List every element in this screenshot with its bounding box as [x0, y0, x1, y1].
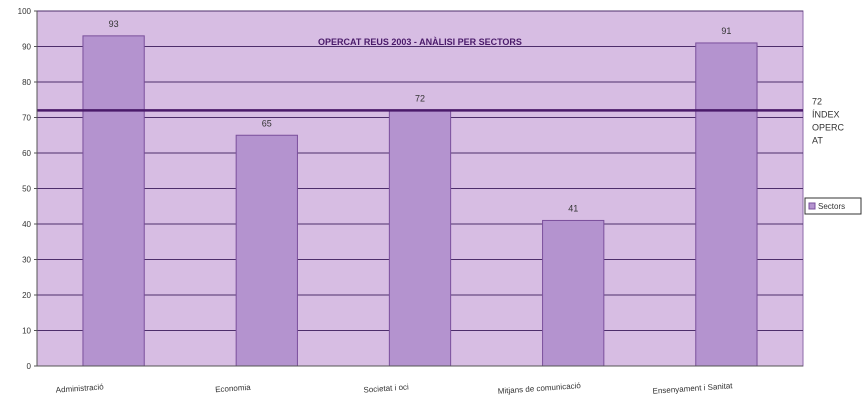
- data-label: 91: [721, 26, 731, 36]
- bar: [82, 35, 145, 367]
- gridlines: [37, 10, 803, 331]
- y-tick-label: 60: [22, 149, 31, 158]
- y-tick-label: 40: [22, 220, 31, 229]
- data-label: 93: [109, 19, 119, 29]
- bar: [695, 42, 758, 367]
- data-label: 72: [415, 93, 425, 103]
- bars: [82, 35, 758, 367]
- y-tick-label: 100: [18, 7, 32, 16]
- legend: Sectors: [804, 197, 862, 215]
- data-label: 41: [568, 203, 578, 213]
- data-label: 65: [262, 118, 272, 128]
- reference-label-line: OPERC: [812, 122, 845, 132]
- category-labels: Administració Economia Societat i oci Mitja…: [55, 381, 733, 396]
- reference-label-line: ÍNDEX: [812, 109, 840, 119]
- y-tick-label: 30: [22, 256, 31, 265]
- category-label: Ensenyament i Sanitat: [652, 381, 733, 396]
- category-label: Societat i oci: [363, 382, 409, 394]
- legend-label: Sectors: [818, 202, 845, 211]
- y-tick-label: 70: [22, 114, 31, 123]
- legend-box: [804, 197, 862, 215]
- y-tick-label: 80: [22, 78, 31, 87]
- y-tick-label: 0: [27, 362, 32, 371]
- y-tick-label: 20: [22, 291, 31, 300]
- y-tick-label: 10: [22, 327, 31, 336]
- data-labels: 93 65 72 41 91: [109, 19, 732, 214]
- legend-swatch: [808, 202, 816, 210]
- category-label: Mitjans de comunicació: [498, 381, 582, 396]
- category-label: Administració: [55, 382, 104, 394]
- chart-title: OPERCAT REUS 2003 - ANÀLISI PER SECTORS: [318, 37, 522, 47]
- y-tick-label: 90: [22, 43, 31, 52]
- reference-line-label: 72 ÍNDEX OPERC AT: [812, 96, 845, 145]
- y-axis-ticks: 0 10 20 30 40 50 60 70 80 90 100: [18, 7, 37, 371]
- category-label: Economia: [215, 383, 252, 394]
- reference-label-line: AT: [812, 135, 823, 145]
- bar: [388, 109, 452, 367]
- y-tick-label: 50: [22, 185, 31, 194]
- reference-label-line: 72: [812, 96, 822, 106]
- bar: [235, 134, 298, 367]
- bar: [542, 219, 605, 367]
